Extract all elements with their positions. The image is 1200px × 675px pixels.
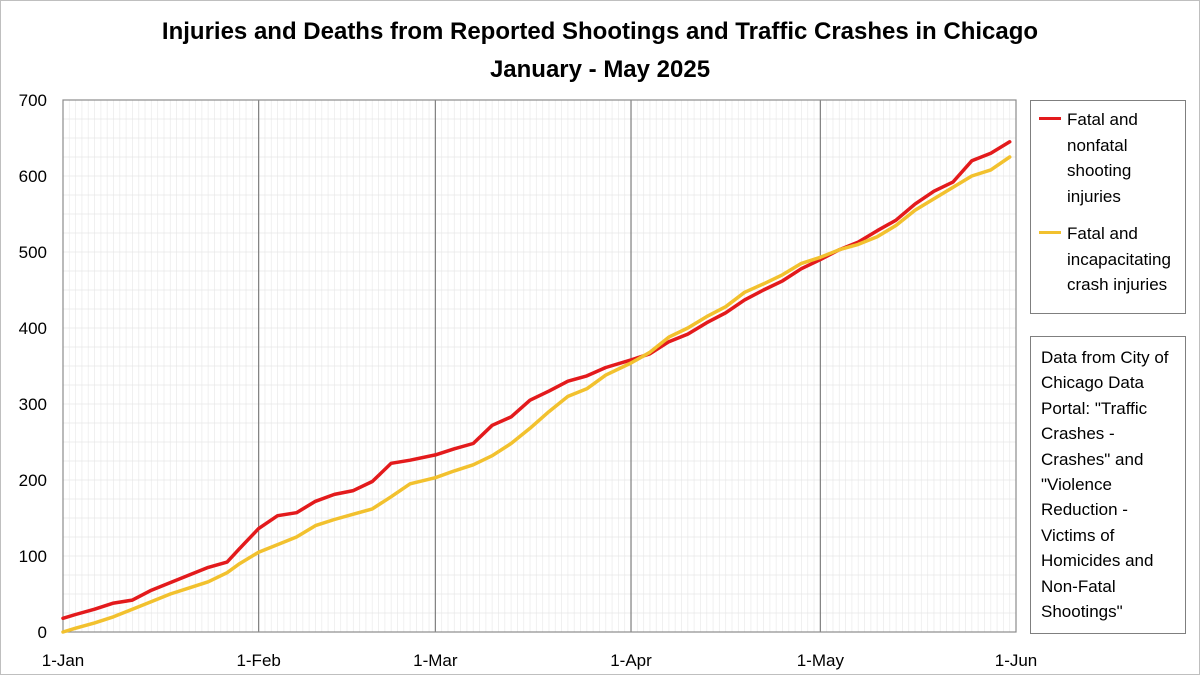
x-axis-tick-labels: 1-Jan 1-Feb 1-Mar 1-Apr 1-May 1-Jun xyxy=(42,651,1038,670)
chart-subtitle: January - May 2025 xyxy=(489,56,711,83)
x-tick-label: 1-Mar xyxy=(413,651,458,670)
legend-label-shooting: Fatal and nonfatal shooting injuries xyxy=(1067,110,1138,206)
legend-label-crash: Fatal and incapacitating crash injuries xyxy=(1067,224,1171,294)
plot-area xyxy=(62,99,1017,633)
legend-swatch-crash xyxy=(1039,231,1061,234)
series-lines xyxy=(61,140,1012,634)
y-tick-label: 300 xyxy=(19,395,47,414)
y-tick-label: 200 xyxy=(19,471,47,490)
x-tick-label: 1-Apr xyxy=(610,651,652,670)
y-tick-label: 700 xyxy=(19,91,47,110)
source-note: Data from City of Chicago Data Portal: "… xyxy=(1041,348,1169,622)
major-gridlines xyxy=(258,100,821,632)
x-tick-label: 1-Jun xyxy=(995,651,1038,670)
x-tick-label: 1-Jan xyxy=(42,651,85,670)
y-tick-label: 0 xyxy=(38,623,47,642)
y-tick-label: 500 xyxy=(19,243,47,262)
legend-swatch-shooting xyxy=(1039,117,1061,120)
y-tick-label: 100 xyxy=(19,547,47,566)
minor-gridlines xyxy=(63,100,1016,632)
y-tick-label: 600 xyxy=(19,167,47,186)
legend-item-shooting: Fatal and nonfatal shooting injuries xyxy=(1039,107,1179,209)
x-tick-label: 1-May xyxy=(797,651,845,670)
source-note-box: Data from City of Chicago Data Portal: "… xyxy=(1030,336,1186,634)
legend: Fatal and nonfatal shooting injuries Fat… xyxy=(1030,100,1186,314)
plot-area-border xyxy=(62,99,1017,633)
y-axis-tick-labels: 0 100 200 300 400 500 600 700 xyxy=(19,91,47,642)
legend-item-crash: Fatal and incapacitating crash injuries xyxy=(1039,221,1179,298)
y-tick-label: 400 xyxy=(19,319,47,338)
x-tick-label: 1-Feb xyxy=(236,651,280,670)
chart-title: Injuries and Deaths from Reported Shooti… xyxy=(161,18,1039,45)
series-line-crash xyxy=(61,155,1012,634)
